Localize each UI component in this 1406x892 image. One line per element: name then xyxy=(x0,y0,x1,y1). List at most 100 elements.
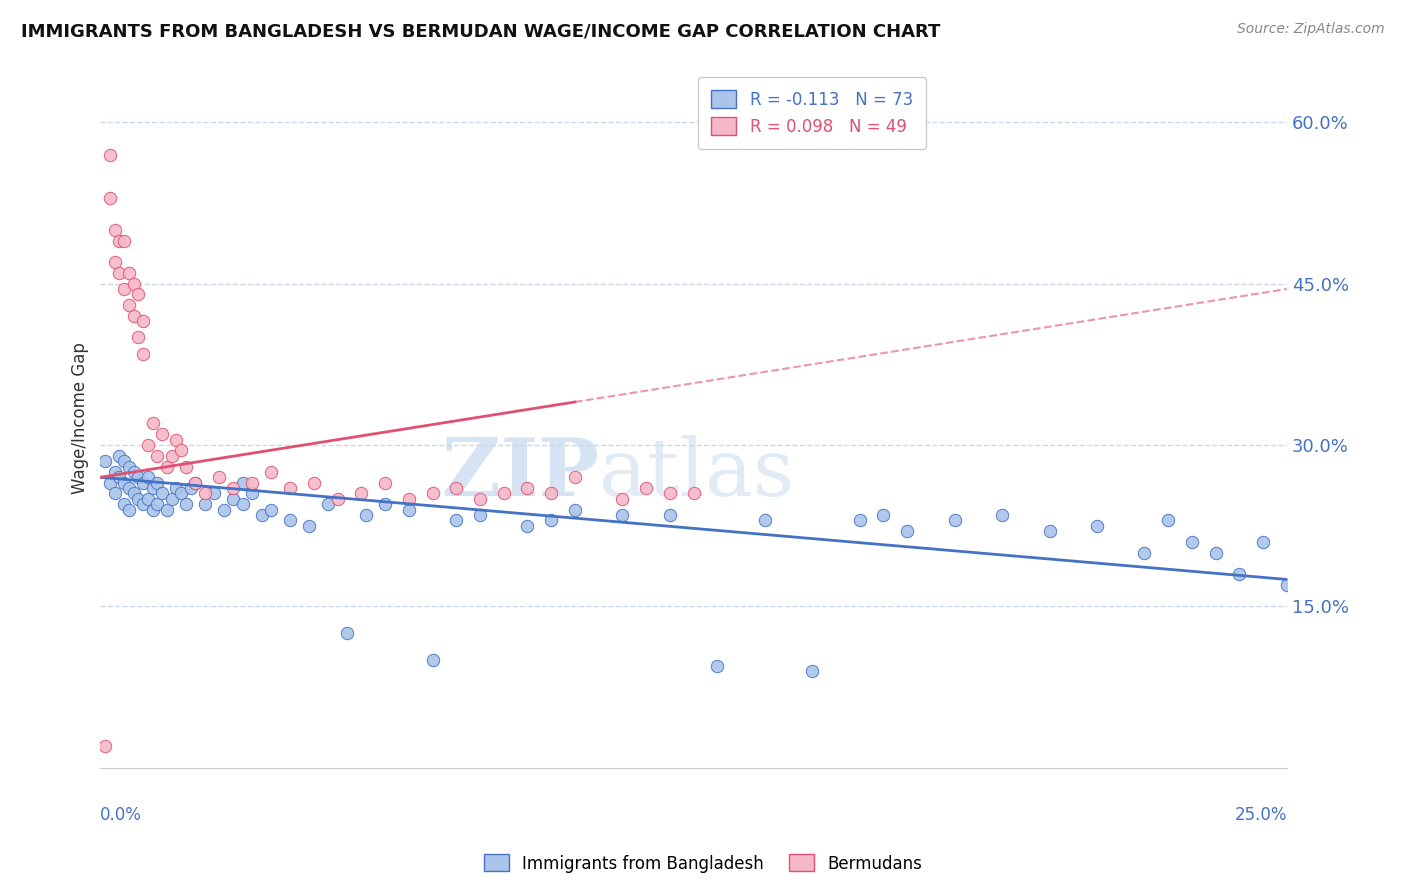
Point xyxy=(896,524,918,538)
Point xyxy=(108,449,131,463)
Point xyxy=(612,508,634,522)
Text: 25.0%: 25.0% xyxy=(1234,806,1286,824)
Point xyxy=(118,459,141,474)
Point xyxy=(682,486,704,500)
Point xyxy=(174,497,197,511)
Point xyxy=(1251,534,1274,549)
Point xyxy=(112,497,135,511)
Point xyxy=(194,497,217,511)
Point xyxy=(350,486,373,500)
Point xyxy=(612,491,634,506)
Point xyxy=(118,481,141,495)
Point xyxy=(302,475,325,490)
Point xyxy=(194,486,217,500)
Point xyxy=(98,147,121,161)
Point xyxy=(492,486,515,500)
Point xyxy=(516,481,538,495)
Point xyxy=(1181,534,1204,549)
Point xyxy=(354,508,377,522)
Point xyxy=(1157,513,1180,527)
Point xyxy=(564,502,586,516)
Point xyxy=(108,470,131,484)
Legend: R = -0.113   N = 73, R = 0.098   N = 49: R = -0.113 N = 73, R = 0.098 N = 49 xyxy=(699,77,927,149)
Point xyxy=(103,223,125,237)
Point xyxy=(170,443,193,458)
Point xyxy=(398,502,420,516)
Point xyxy=(156,502,179,516)
Point xyxy=(222,491,245,506)
Point xyxy=(127,330,149,344)
Point xyxy=(1205,545,1227,559)
Point xyxy=(127,287,149,301)
Point xyxy=(1038,524,1060,538)
Point xyxy=(540,486,562,500)
Point xyxy=(468,508,491,522)
Point xyxy=(260,465,283,479)
Point xyxy=(132,497,155,511)
Point xyxy=(636,481,658,495)
Point xyxy=(184,475,207,490)
Point xyxy=(446,481,468,495)
Point xyxy=(94,739,117,754)
Point xyxy=(136,470,159,484)
Point xyxy=(98,475,121,490)
Text: Source: ZipAtlas.com: Source: ZipAtlas.com xyxy=(1237,22,1385,37)
Point xyxy=(872,508,894,522)
Point xyxy=(706,658,728,673)
Point xyxy=(122,277,145,291)
Point xyxy=(801,664,824,678)
Point xyxy=(202,486,225,500)
Point xyxy=(108,266,131,280)
Point xyxy=(108,234,131,248)
Point xyxy=(1085,518,1108,533)
Point xyxy=(943,513,966,527)
Point xyxy=(98,191,121,205)
Point xyxy=(146,475,169,490)
Point xyxy=(112,475,135,490)
Point xyxy=(336,626,359,640)
Point xyxy=(564,470,586,484)
Point xyxy=(136,491,159,506)
Point xyxy=(170,486,193,500)
Text: IMMIGRANTS FROM BANGLADESH VS BERMUDAN WAGE/INCOME GAP CORRELATION CHART: IMMIGRANTS FROM BANGLADESH VS BERMUDAN W… xyxy=(21,22,941,40)
Y-axis label: Wage/Income Gap: Wage/Income Gap xyxy=(72,343,89,494)
Point xyxy=(118,266,141,280)
Legend: Immigrants from Bangladesh, Bermudans: Immigrants from Bangladesh, Bermudans xyxy=(477,847,929,880)
Point xyxy=(142,481,165,495)
Point xyxy=(991,508,1014,522)
Point xyxy=(540,513,562,527)
Point xyxy=(374,475,396,490)
Point xyxy=(165,433,187,447)
Point xyxy=(103,486,125,500)
Text: 0.0%: 0.0% xyxy=(100,806,142,824)
Point xyxy=(278,513,301,527)
Point xyxy=(122,465,145,479)
Point xyxy=(160,449,183,463)
Point xyxy=(754,513,776,527)
Point xyxy=(132,475,155,490)
Point xyxy=(112,234,135,248)
Text: atlas: atlas xyxy=(599,435,794,513)
Point xyxy=(260,502,283,516)
Point xyxy=(658,508,681,522)
Point xyxy=(132,346,155,360)
Point xyxy=(150,427,173,442)
Point xyxy=(232,497,254,511)
Point xyxy=(250,508,273,522)
Point xyxy=(136,438,159,452)
Point xyxy=(316,497,339,511)
Point xyxy=(374,497,396,511)
Point xyxy=(118,298,141,312)
Point xyxy=(127,470,149,484)
Point xyxy=(122,486,145,500)
Point xyxy=(103,465,125,479)
Point xyxy=(127,491,149,506)
Point xyxy=(156,459,179,474)
Point xyxy=(240,486,263,500)
Point xyxy=(1275,578,1298,592)
Point xyxy=(468,491,491,506)
Text: ZIP: ZIP xyxy=(441,435,599,513)
Point xyxy=(222,481,245,495)
Point xyxy=(326,491,349,506)
Point xyxy=(142,502,165,516)
